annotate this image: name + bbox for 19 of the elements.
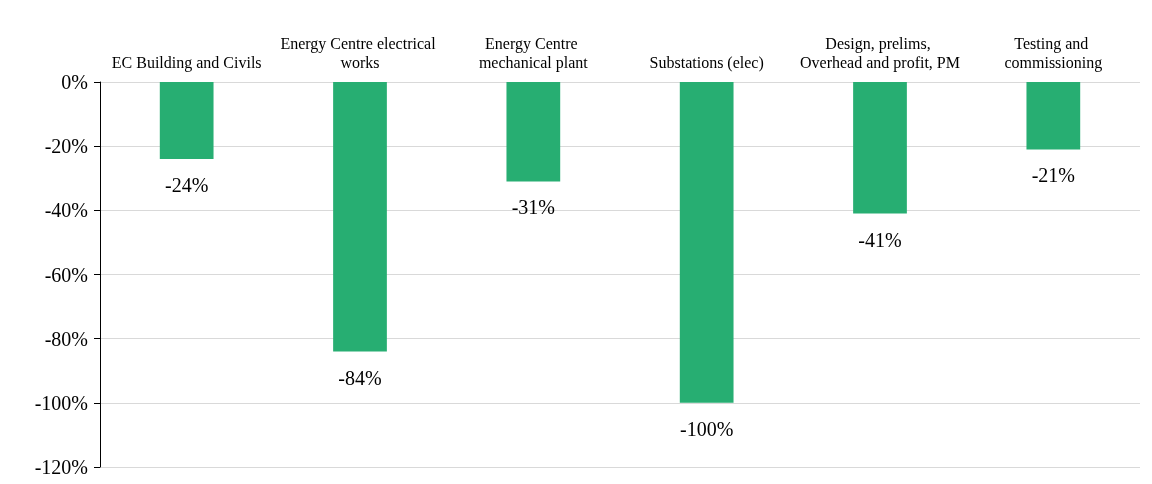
data-label: -41% (858, 228, 902, 251)
y-tick-label: -120% (34, 456, 88, 478)
x-tick-label: Testing and commissioning (1004, 35, 1103, 72)
x-tick-label: Energy Centre electrical works (280, 35, 440, 71)
y-tick-label: 0% (61, 71, 88, 93)
x-tick-label: Energy Centre mechanical plant (478, 35, 589, 72)
y-tick-label: -80% (44, 327, 88, 350)
data-label: -21% (1031, 164, 1075, 187)
x-tick-label: Design, prelims, Overhead and profit, PM (800, 35, 960, 72)
data-label: -84% (338, 366, 382, 389)
y-tick-label: -20% (44, 135, 88, 158)
x-tick-label: EC Building and Civils (111, 54, 262, 72)
data-label: -31% (511, 196, 555, 219)
y-tick-label: -60% (44, 263, 88, 286)
data-label: -100% (680, 417, 734, 440)
y-tick-label: -40% (44, 199, 88, 222)
x-tick-label: Substations (elec) (649, 54, 764, 72)
y-tick-label: -100% (34, 391, 88, 414)
data-label: -24% (165, 174, 209, 196)
